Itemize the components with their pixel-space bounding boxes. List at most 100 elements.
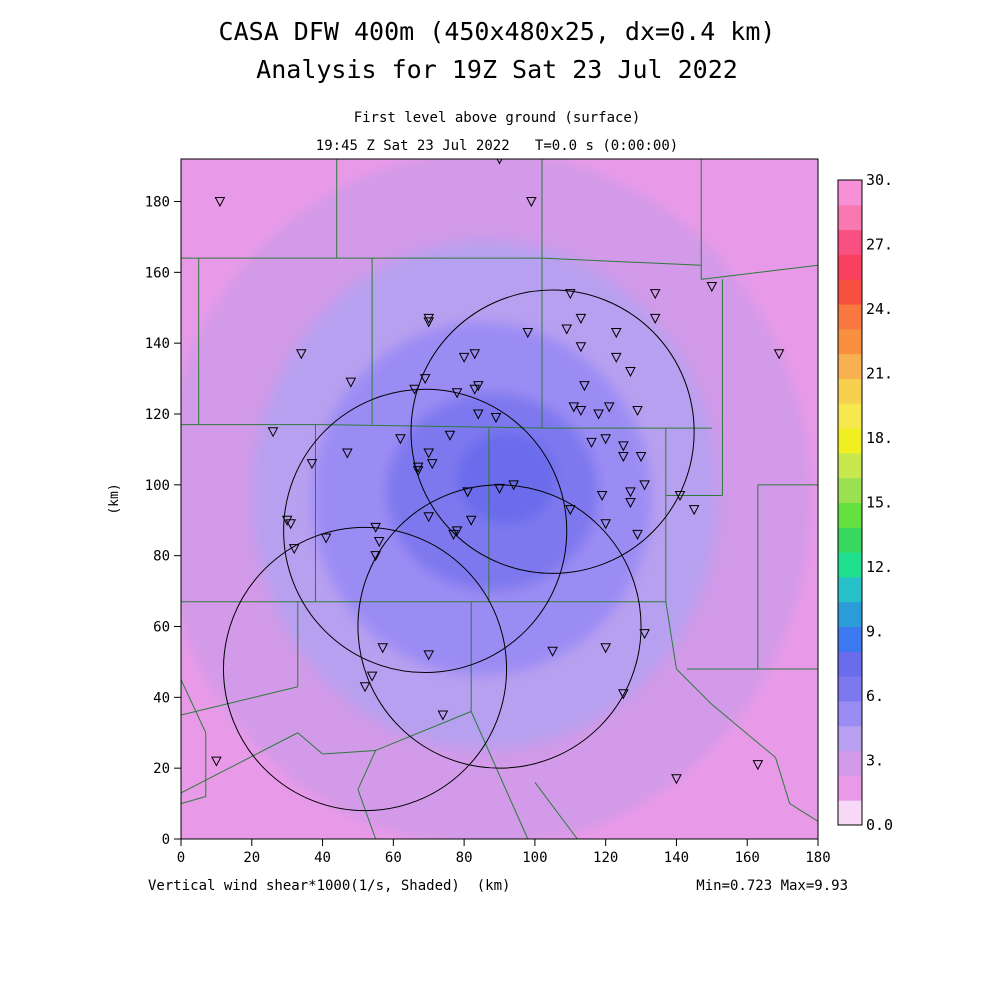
shear-contour-5 xyxy=(457,431,557,524)
station-marker xyxy=(490,413,502,424)
station-marker xyxy=(366,671,378,682)
station-marker xyxy=(412,466,424,477)
county-line-42 xyxy=(789,803,818,822)
station-marker xyxy=(423,650,435,661)
county-line-36 xyxy=(357,750,377,790)
station-marker xyxy=(600,434,611,445)
colorbar-swatch xyxy=(838,651,862,677)
colorbar-swatch xyxy=(838,353,862,379)
x-tick-label: 100 xyxy=(522,850,547,866)
station-marker xyxy=(395,434,406,445)
station-marker xyxy=(345,377,357,388)
station-marker xyxy=(625,498,636,509)
station-marker xyxy=(568,402,580,413)
station-marker xyxy=(526,197,537,208)
colorbar-label: 12. xyxy=(866,558,893,576)
colorbar-label: 27. xyxy=(866,236,893,254)
station-marker xyxy=(688,505,700,516)
station-marker xyxy=(586,437,597,448)
field-label: Vertical wind shear*1000(1/s, Shaded) (k… xyxy=(148,878,510,894)
colorbar-swatch xyxy=(838,700,862,727)
plot-frame xyxy=(180,158,819,840)
station-marker xyxy=(370,551,381,562)
colorbar-swatch xyxy=(838,403,862,429)
y-tick-label: 0 xyxy=(162,832,170,848)
x-tick-label: 120 xyxy=(593,850,618,866)
station-marker xyxy=(412,462,424,473)
station-marker xyxy=(288,544,300,555)
county-line-37 xyxy=(357,789,377,839)
station-marker xyxy=(285,519,297,530)
colorbar-label: 3. xyxy=(866,752,884,770)
y-axis-label: (km) xyxy=(107,483,122,514)
colorbar-frame xyxy=(837,179,863,826)
station-marker xyxy=(564,505,576,516)
station-marker xyxy=(575,342,587,353)
colorbar-swatch xyxy=(838,254,862,280)
station-marker xyxy=(281,515,293,526)
county-line-40 xyxy=(711,704,776,758)
station-marker xyxy=(306,459,318,470)
colorbar-swatch xyxy=(838,428,862,454)
radar-ring-1 xyxy=(283,388,568,674)
colorbar-swatch xyxy=(838,676,862,702)
station-marker xyxy=(610,328,622,339)
station-marker xyxy=(639,480,650,491)
minmax-label: Min=0.723 Max=9.93 xyxy=(696,878,848,894)
chart-title: CASA DFW 400m (450x480x25, dx=0.4 km) xyxy=(219,17,776,46)
station-marker xyxy=(458,352,470,363)
colorbar-swatch xyxy=(838,180,862,206)
station-marker xyxy=(635,452,647,463)
colorbar-swatch xyxy=(838,279,862,305)
station-marker xyxy=(600,519,611,530)
station-marker xyxy=(649,313,661,324)
station-marker xyxy=(423,317,435,328)
station-marker xyxy=(596,490,608,502)
colorbar-swatch xyxy=(838,378,862,404)
county-line-43 xyxy=(534,782,578,839)
station-marker xyxy=(409,384,420,395)
x-tick-label: 60 xyxy=(385,850,402,866)
station-marker xyxy=(370,522,381,533)
station-marker xyxy=(561,324,573,335)
y-tick-label: 160 xyxy=(145,265,170,281)
station-marker xyxy=(522,328,534,339)
x-tick-label: 80 xyxy=(456,850,473,866)
y-tick-label: 20 xyxy=(153,761,170,777)
station-marker xyxy=(211,756,222,767)
county-line-31 xyxy=(297,732,323,755)
station-marker xyxy=(575,313,587,324)
radar-ring-2 xyxy=(222,526,508,812)
county-line-35 xyxy=(470,711,529,839)
colorbar-swatch xyxy=(838,775,862,801)
station-marker xyxy=(618,452,629,463)
colorbar-label: 30. xyxy=(866,171,893,189)
station-marker xyxy=(377,643,389,654)
station-marker xyxy=(472,381,484,392)
station-marker xyxy=(603,402,615,413)
county-line-29 xyxy=(181,796,206,805)
station-marker xyxy=(494,483,505,494)
county-line-41 xyxy=(775,757,791,804)
county-line-6 xyxy=(701,264,818,280)
station-marker xyxy=(674,490,686,502)
colorbar-swatch xyxy=(838,328,862,355)
station-marker xyxy=(469,349,481,360)
station-marker xyxy=(671,774,682,785)
station-marker xyxy=(639,629,650,640)
colorbar-swatch xyxy=(838,552,862,578)
station-marker xyxy=(444,430,456,441)
x-tick-label: 160 xyxy=(735,850,760,866)
county-line-38 xyxy=(665,601,677,670)
station-marker xyxy=(706,282,718,293)
colorbar-label: 9. xyxy=(866,623,884,641)
colorbar-swatch xyxy=(838,204,862,231)
station-marker xyxy=(423,512,435,523)
station-marker xyxy=(359,682,371,693)
colorbar-label: 0.0 xyxy=(866,816,893,834)
colorbar-label: 21. xyxy=(866,365,893,383)
county-line-33 xyxy=(375,711,472,751)
time-label: 19:45 Z Sat 23 Jul 2022 T=0.0 s (0:00:00… xyxy=(316,138,678,154)
colorbar-swatch xyxy=(838,527,862,553)
